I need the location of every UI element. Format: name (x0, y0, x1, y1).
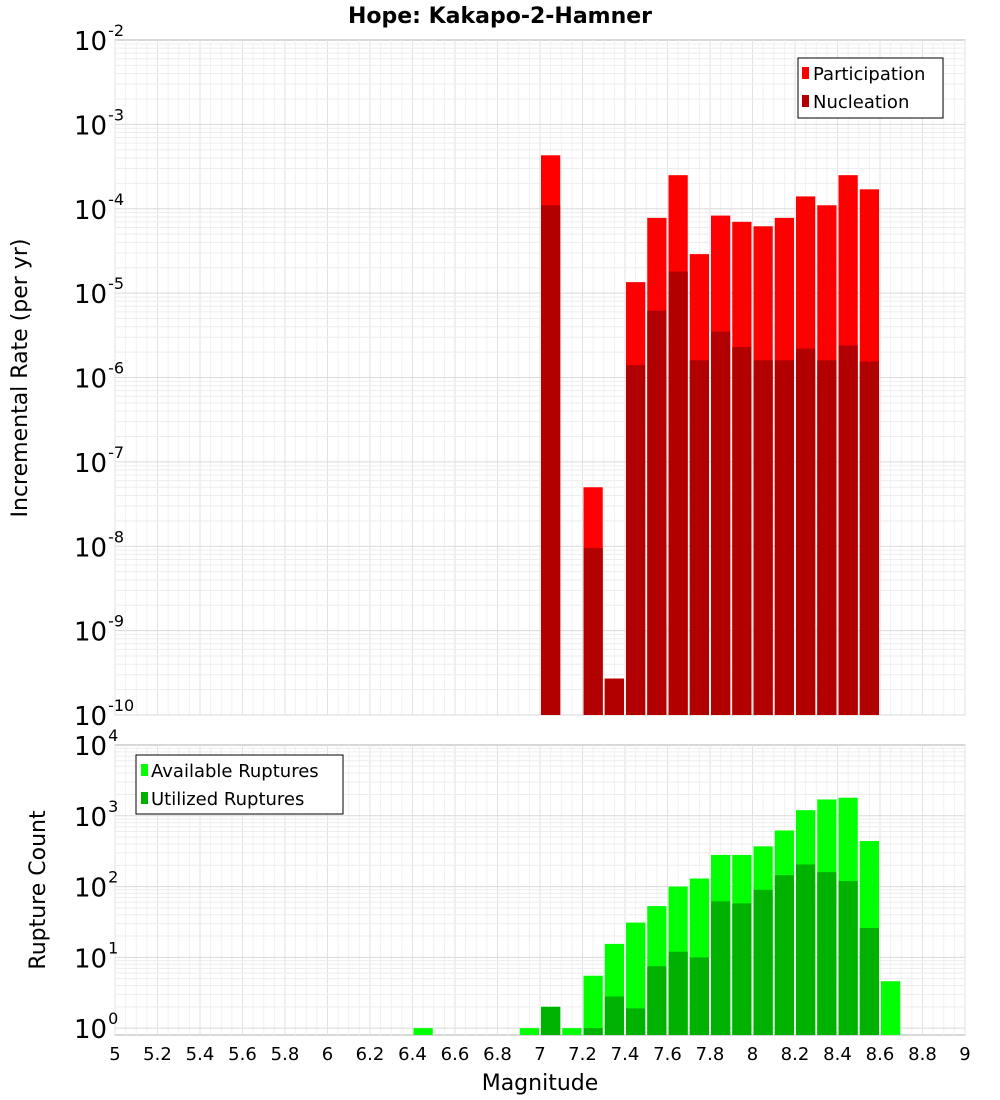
x-tick-label: 7.6 (653, 1044, 682, 1065)
top-y-tick-label: 10-10 (74, 696, 134, 732)
top-y-tick-label: 10-5 (74, 274, 124, 310)
top-bar-nucleation (626, 365, 646, 715)
bottom-y-ticks: 100 101 102 103 104 (74, 726, 118, 1045)
legend-label-available: Available Ruptures (151, 761, 319, 782)
x-tick-label: 6.4 (398, 1044, 427, 1065)
x-tick-label: 6.8 (483, 1044, 512, 1065)
bottom-bar-utilized-ruptures (541, 1006, 561, 1035)
bottom-bar-utilized-ruptures (711, 901, 731, 1035)
top-y-tick-label: 10-6 (74, 359, 124, 395)
top-grid (114, 40, 966, 716)
bottom-bar-available-ruptures (562, 1028, 582, 1035)
top-bars (541, 155, 879, 716)
bottom-bar-utilized-ruptures (668, 951, 688, 1035)
bottom-bar-utilized-ruptures (817, 872, 837, 1035)
bottom-bar-available-ruptures (413, 1028, 433, 1035)
x-tick-label: 5.8 (271, 1044, 300, 1065)
x-tick-label: 5.6 (228, 1044, 257, 1065)
x-tick-label: 5.2 (143, 1044, 172, 1065)
x-tick-label: 6.6 (441, 1044, 470, 1065)
bottom-bar-utilized-ruptures (774, 875, 794, 1035)
x-tick-label: 8.4 (823, 1044, 852, 1065)
x-tick-label: 6.2 (356, 1044, 385, 1065)
top-bar-nucleation (604, 678, 624, 715)
top-bar-nucleation (668, 271, 688, 715)
top-bar-nucleation (583, 548, 603, 715)
bottom-bar-utilized-ruptures (732, 903, 752, 1035)
top-bar-nucleation (753, 360, 773, 715)
top-bar-nucleation (711, 331, 731, 715)
x-axis-label: Magnitude (482, 1071, 599, 1096)
bottom-y-tick-label: 102 (74, 868, 118, 904)
top-bar-nucleation (774, 360, 794, 715)
top-y-tick-label: 10-7 (74, 443, 124, 479)
top-bar-nucleation (796, 348, 816, 715)
bottom-bar-utilized-ruptures (604, 996, 624, 1035)
bottom-bar-utilized-ruptures (796, 864, 816, 1035)
bottom-y-tick-label: 100 (74, 1009, 118, 1045)
x-tick-labels: 5 5.2 5.4 5.6 5.8 6 6.2 6.4 6.6 6.8 7 7.2 7.4 7.6 7.8 8… (109, 1044, 970, 1065)
legend-swatch-nucleation (802, 95, 809, 107)
top-bar-nucleation (689, 360, 709, 715)
x-tick-label: 5 (109, 1044, 120, 1065)
legend-label-participation: Participation (813, 64, 925, 85)
x-tick-label: 6 (322, 1044, 333, 1065)
top-bar-nucleation (541, 205, 561, 715)
bottom-bar-utilized-ruptures (626, 1008, 646, 1035)
top-bar-nucleation (817, 360, 837, 715)
top-y-tick-label: 10-9 (74, 612, 124, 648)
x-tick-label: 8 (747, 1044, 758, 1065)
bottom-y-tick-label: 101 (74, 938, 118, 974)
bottom-bar-available-ruptures (626, 922, 646, 1035)
legend-swatch-available (141, 764, 148, 776)
bottom-y-tick-label: 103 (74, 797, 118, 833)
legend-swatch-utilized (141, 792, 148, 804)
top-bar-nucleation (838, 345, 858, 715)
bottom-bar-utilized-ruptures (753, 889, 773, 1035)
top-bar-nucleation (732, 346, 752, 715)
top-y-tick-label: 10-4 (74, 190, 124, 226)
x-tick-label: 7.8 (696, 1044, 725, 1065)
top-bar-nucleation (647, 310, 667, 715)
x-tick-label: 8.6 (866, 1044, 895, 1065)
bottom-y-tick-label: 104 (74, 726, 118, 762)
x-tick-label: 5.4 (186, 1044, 215, 1065)
legend-swatch-participation (802, 67, 809, 79)
rupture-count-panel: 100 101 102 103 104 Rupture Count Available … (26, 726, 966, 1045)
top-y-tick-label: 10-2 (74, 21, 124, 57)
bottom-legend: Available Ruptures Utilized Ruptures (135, 754, 344, 815)
x-tick-label: 7 (534, 1044, 545, 1065)
bottom-y-axis-label: Rupture Count (26, 810, 51, 970)
bottom-bar-available-ruptures (519, 1028, 539, 1035)
bottom-legend-box (135, 754, 344, 815)
bottom-bar-utilized-ruptures (838, 880, 858, 1035)
x-tick-label: 8.8 (908, 1044, 937, 1065)
participation-nucleation-panel: 10-10 10-9 10-8 10-7 10-6 10-5 10-4 10-3 10-2 In… (8, 21, 966, 732)
top-legend: Participation Nucleation (797, 57, 944, 119)
chart-title: Hope: Kakapo-2-Hamner (348, 4, 652, 29)
x-tick-label: 8.2 (781, 1044, 810, 1065)
bottom-bar-utilized-ruptures (583, 1028, 603, 1035)
bottom-bar-utilized-ruptures (647, 966, 667, 1035)
bottom-bar-utilized-ruptures (689, 957, 709, 1035)
bottom-bars (413, 797, 901, 1035)
x-tick-label: 9 (959, 1044, 970, 1065)
top-y-tick-label: 10-3 (74, 105, 124, 141)
bottom-bar-available-ruptures (583, 975, 603, 1035)
bottom-bar-utilized-ruptures (859, 927, 879, 1035)
top-bar-nucleation (859, 361, 879, 715)
top-y-tick-label: 10-8 (74, 527, 124, 563)
legend-label-nucleation: Nucleation (813, 92, 909, 113)
legend-label-utilized: Utilized Ruptures (151, 789, 304, 810)
top-y-ticks: 10-10 10-9 10-8 10-7 10-6 10-5 10-4 10-3 10-2 (74, 21, 134, 732)
top-legend-box (797, 57, 944, 119)
x-tick-label: 7.4 (611, 1044, 640, 1065)
x-tick-label: 7.2 (568, 1044, 597, 1065)
top-y-axis-label: Incremental Rate (per yr) (8, 239, 33, 518)
bottom-bar-available-ruptures (881, 981, 901, 1035)
